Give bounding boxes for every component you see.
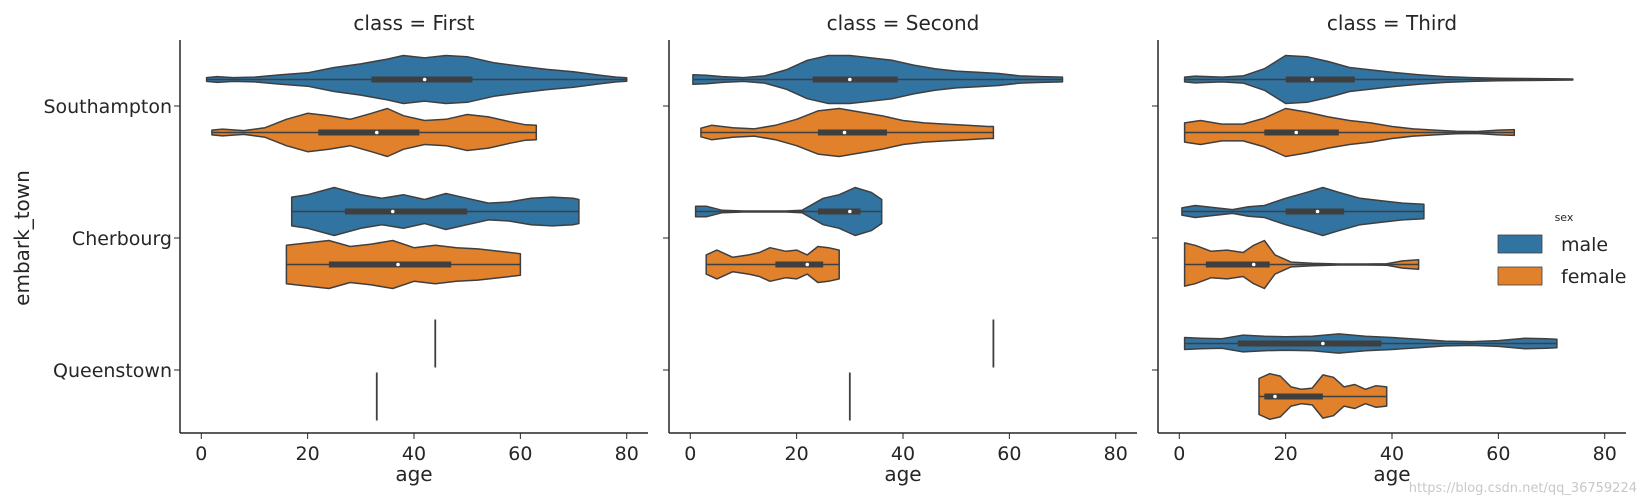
y-tick-label: Southampton bbox=[43, 96, 172, 118]
x-tick-label: 40 bbox=[402, 443, 426, 465]
y-tick-label: Queenstown bbox=[53, 360, 172, 382]
x-tick-label: 20 bbox=[296, 443, 320, 465]
x-tick-label: 20 bbox=[1274, 443, 1298, 465]
panel-title: class = Second bbox=[827, 11, 980, 35]
median-point bbox=[1315, 209, 1320, 214]
x-tick-label: 20 bbox=[785, 443, 809, 465]
median-point bbox=[1321, 341, 1325, 346]
x-tick-label: 0 bbox=[684, 443, 696, 465]
legend-swatch-female bbox=[1497, 266, 1543, 286]
y-axis-label: embark_town bbox=[10, 170, 34, 306]
x-tick-label: 40 bbox=[891, 443, 915, 465]
x-axis-label: age bbox=[884, 462, 921, 486]
x-tick-label: 80 bbox=[1104, 443, 1128, 465]
median-point bbox=[390, 209, 395, 214]
y-tick-label: Cherbourg bbox=[72, 228, 172, 250]
x-tick-label: 0 bbox=[195, 443, 207, 465]
median-point bbox=[396, 262, 400, 267]
legend-label: female bbox=[1561, 266, 1627, 288]
x-tick-label: 0 bbox=[1173, 443, 1185, 465]
median-point bbox=[805, 262, 810, 267]
median-point bbox=[848, 77, 852, 82]
median-point bbox=[1273, 394, 1277, 399]
x-tick-label: 60 bbox=[1486, 443, 1510, 465]
median-point bbox=[848, 209, 852, 214]
x-tick-label: 60 bbox=[997, 443, 1021, 465]
x-tick-label: 40 bbox=[1380, 443, 1404, 465]
x-tick-label: 80 bbox=[615, 443, 639, 465]
median-point bbox=[1310, 77, 1315, 82]
x-tick-label: 80 bbox=[1593, 443, 1617, 465]
panel-title: class = First bbox=[353, 11, 474, 35]
median-point bbox=[1251, 262, 1256, 267]
x-axis-label: age bbox=[1373, 462, 1410, 486]
median-point bbox=[1294, 130, 1299, 135]
median-point bbox=[374, 130, 379, 135]
panel-title: class = Third bbox=[1327, 11, 1457, 35]
legend-title: sex bbox=[1555, 211, 1574, 224]
watermark: https://blog.csdn.net/qq_36759224 bbox=[1408, 481, 1637, 496]
legend-swatch-male bbox=[1497, 234, 1543, 254]
x-tick-label: 60 bbox=[508, 443, 532, 465]
legend-label: male bbox=[1561, 234, 1608, 256]
median-point bbox=[842, 130, 847, 135]
x-axis-label: age bbox=[395, 462, 432, 486]
median-point bbox=[422, 77, 427, 82]
